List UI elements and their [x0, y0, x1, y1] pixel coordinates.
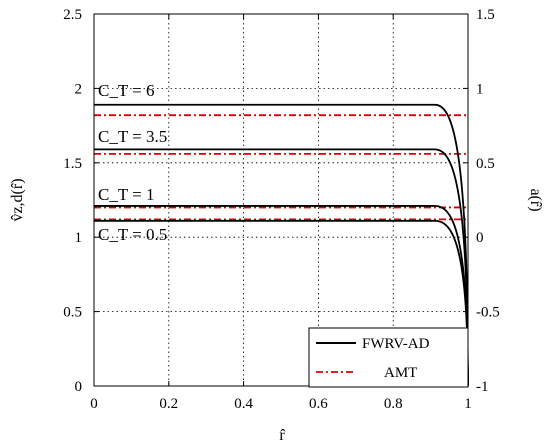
y-right-tick-label: 1.5	[476, 7, 495, 23]
fwrv-curve-ct-3-5	[94, 148, 469, 387]
y-left-tick-label: 1.5	[63, 156, 82, 172]
y-left-tick-label: 1	[75, 230, 83, 246]
y-axis-left-label: v̂z,d(r̂)	[9, 178, 26, 221]
x-tick-label: 0.8	[384, 396, 403, 412]
y-right-tick-label: -1	[476, 379, 489, 395]
annotations: C_T = 6 C_T = 3.5 C_T = 1 C_T = 0.5	[98, 81, 167, 244]
x-tick-label: 0.2	[159, 396, 178, 412]
grid	[94, 14, 468, 386]
plot-lines	[94, 103, 469, 387]
fwrv-curve-ct-0-5	[94, 219, 469, 387]
y-right-tick-label: -0.5	[476, 305, 500, 321]
y-right-tick-label: 1	[476, 81, 484, 97]
fwrv-curve-ct-6	[94, 103, 469, 387]
y-left-tick-label: 0.5	[63, 305, 82, 321]
y-axis-right-label: a(r̂)	[527, 188, 544, 211]
annotation-ct-0-5: C_T = 0.5	[98, 225, 167, 244]
legend-fwrv-label: FWRV-AD	[362, 336, 430, 352]
fwrv-curve-ct-1	[94, 205, 469, 387]
x-tick-label: 1	[464, 396, 472, 412]
annotation-ct-6: C_T = 6	[98, 81, 155, 100]
legend: FWRV-AD AMT	[308, 327, 469, 388]
y-left-tick-label: 2.5	[63, 7, 82, 23]
legend-amt-label: AMT	[384, 365, 417, 381]
annotation-ct-3-5: C_T = 3.5	[98, 127, 167, 146]
x-tick-label: 0	[90, 396, 98, 412]
x-tick-label: 0.4	[234, 396, 253, 412]
x-tick-label: 0.6	[309, 396, 328, 412]
ticks: 0 0.2 0.4 0.6 0.8 1 0 0.5 1 1.5 2 2.5 -1 -0.5 0 0.5 1 1.5	[63, 7, 500, 412]
plot-frame	[93, 13, 469, 387]
legend-box	[308, 327, 469, 388]
y-right-tick-label: 0.5	[476, 156, 495, 172]
y-left-tick-label: 2	[75, 81, 83, 97]
y-left-tick-label: 0	[75, 379, 83, 395]
annotation-ct-1: C_T = 1	[98, 185, 155, 204]
y-right-tick-label: 0	[476, 230, 484, 246]
x-axis-label: r̂	[279, 427, 286, 444]
